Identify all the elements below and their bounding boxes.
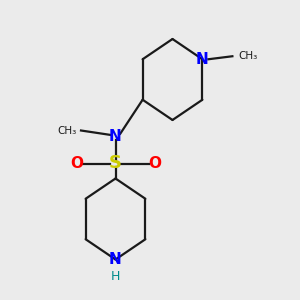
Text: O: O	[70, 156, 83, 171]
Text: S: S	[109, 154, 122, 172]
Text: N: N	[109, 252, 122, 267]
Text: CH₃: CH₃	[238, 51, 258, 61]
Text: H: H	[111, 269, 120, 283]
Text: N: N	[109, 129, 122, 144]
Text: CH₃: CH₃	[57, 125, 76, 136]
Text: O: O	[148, 156, 161, 171]
Text: N: N	[196, 52, 209, 67]
